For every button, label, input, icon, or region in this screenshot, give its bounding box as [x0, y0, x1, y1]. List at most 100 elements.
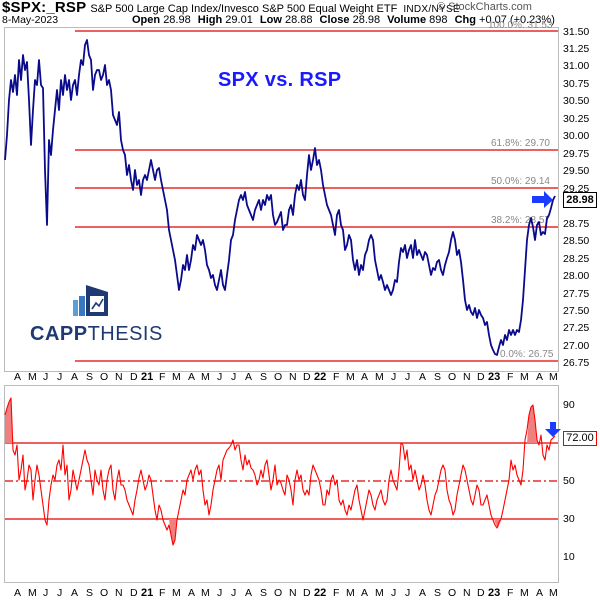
high-value: 29.01: [225, 14, 253, 26]
svg-text:O: O: [100, 371, 108, 383]
svg-text:M: M: [549, 587, 558, 599]
svg-text:30.25: 30.25: [563, 113, 589, 125]
svg-text:27.75: 27.75: [563, 288, 589, 300]
svg-text:J: J: [231, 587, 236, 599]
x-axis-bottom: A M J J A S O N D 21 F M A M J J A S O N D 22 F M A M J J A S O N D 23 F M A…: [14, 587, 558, 599]
capp-thesis-logo-icon: [73, 285, 108, 316]
svg-text:27.50: 27.50: [563, 305, 589, 317]
arrow-right-icon: [532, 191, 553, 208]
svg-text:28.00: 28.00: [563, 270, 589, 282]
logo-text-light: THESIS: [87, 323, 163, 345]
svg-text:28.50: 28.50: [563, 235, 589, 247]
svg-text:F: F: [159, 587, 165, 599]
svg-text:F: F: [507, 587, 513, 599]
close-label: Close: [319, 14, 350, 26]
svg-text:23: 23: [488, 371, 500, 383]
svg-text:A: A: [419, 587, 426, 599]
brand-link[interactable]: © StockCharts.com: [437, 1, 532, 13]
symbol-description: S&P 500 Large Cap Index/Invesco S&P 500 …: [90, 3, 398, 15]
svg-text:F: F: [333, 587, 339, 599]
svg-text:A: A: [419, 371, 426, 383]
svg-text:61.8%: 29.70: 61.8%: 29.70: [491, 138, 550, 149]
svg-text:90: 90: [563, 399, 575, 411]
svg-text:29.50: 29.50: [563, 165, 589, 177]
svg-text:M: M: [375, 371, 384, 383]
svg-text:31.00: 31.00: [563, 60, 589, 72]
svg-text:M: M: [28, 587, 37, 599]
svg-text:S: S: [86, 371, 93, 383]
svg-text:M: M: [201, 587, 210, 599]
price-stats: Open 28.98 High 29.01 Low 28.88 Close 28…: [132, 14, 559, 27]
svg-text:21: 21: [141, 587, 153, 599]
svg-text:N: N: [463, 587, 471, 599]
svg-text:S: S: [260, 587, 267, 599]
svg-text:J: J: [405, 587, 410, 599]
svg-text:J: J: [57, 371, 62, 383]
svg-text:50.0%: 29.14: 50.0%: 29.14: [491, 176, 550, 187]
svg-text:M: M: [346, 371, 355, 383]
rsi-value-tag: 72.00: [563, 431, 597, 446]
svg-text:21: 21: [141, 371, 153, 383]
svg-text:S: S: [86, 587, 93, 599]
svg-text:A: A: [536, 587, 543, 599]
svg-text:31.50: 31.50: [563, 26, 589, 38]
svg-text:22: 22: [314, 587, 326, 599]
svg-text:M: M: [172, 587, 181, 599]
chg-label: Chg: [454, 14, 476, 26]
svg-text:J: J: [217, 371, 222, 383]
svg-text:26.75: 26.75: [563, 357, 589, 369]
svg-text:M: M: [172, 371, 181, 383]
fib-lines: [75, 30, 558, 362]
svg-text:27.25: 27.25: [563, 322, 589, 334]
svg-text:F: F: [159, 371, 165, 383]
svg-text:28.25: 28.25: [563, 253, 589, 265]
svg-text:29.75: 29.75: [563, 148, 589, 160]
svg-text:A: A: [71, 371, 78, 383]
volume-value: 898: [429, 14, 448, 26]
svg-text:O: O: [448, 371, 456, 383]
low-label: Low: [259, 14, 282, 26]
svg-text:J: J: [405, 371, 410, 383]
svg-text:M: M: [520, 371, 529, 383]
svg-text:D: D: [303, 371, 311, 383]
svg-text:23: 23: [488, 587, 500, 599]
svg-text:A: A: [245, 371, 252, 383]
exchange: INDX/NYSE: [403, 4, 460, 15]
svg-text:J: J: [43, 587, 48, 599]
svg-text:A: A: [536, 371, 543, 383]
chart-title-annotation: SPX vs. RSP: [218, 69, 342, 91]
svg-text:S: S: [434, 587, 441, 599]
fib-labels: 100.0%: 31.53 61.8%: 29.70 50.0%: 29.14 …: [488, 20, 554, 360]
svg-text:J: J: [43, 371, 48, 383]
svg-text:A: A: [71, 587, 78, 599]
svg-text:J: J: [391, 587, 396, 599]
svg-text:28.75: 28.75: [563, 218, 589, 230]
svg-text:A: A: [245, 587, 252, 599]
svg-text:30.00: 30.00: [563, 130, 589, 142]
svg-text:O: O: [274, 587, 282, 599]
svg-text:30: 30: [563, 513, 575, 525]
svg-text:38.2%: 28.57: 38.2%: 28.57: [491, 215, 550, 226]
svg-text:J: J: [57, 587, 62, 599]
logo-text-bold: CAPP: [30, 323, 88, 345]
svg-text:D: D: [303, 587, 311, 599]
svg-text:M: M: [346, 587, 355, 599]
rsi-line: [4, 397, 556, 546]
svg-text:100.0%: 31.53: 100.0%: 31.53: [488, 20, 553, 31]
svg-text:N: N: [289, 371, 297, 383]
x-axis-top: A M J J A S O N D 21 F M A M J J A S O N D 22 F M A M J J A S O N D 23 F M A…: [14, 371, 558, 383]
svg-text:O: O: [100, 587, 108, 599]
chg-value: +0.07 (+0.23%): [479, 14, 555, 26]
svg-text:D: D: [130, 587, 138, 599]
svg-text:A: A: [361, 371, 368, 383]
close-value: 28.98: [352, 14, 381, 26]
svg-text:M: M: [201, 371, 210, 383]
symbol: $SPX:_RSP: [2, 0, 87, 16]
svg-text:N: N: [115, 371, 123, 383]
svg-text:22: 22: [314, 371, 326, 383]
svg-text:27.00: 27.00: [563, 340, 589, 352]
svg-text:D: D: [130, 371, 138, 383]
arrow-down-icon: [545, 422, 561, 437]
svg-text:M: M: [28, 371, 37, 383]
